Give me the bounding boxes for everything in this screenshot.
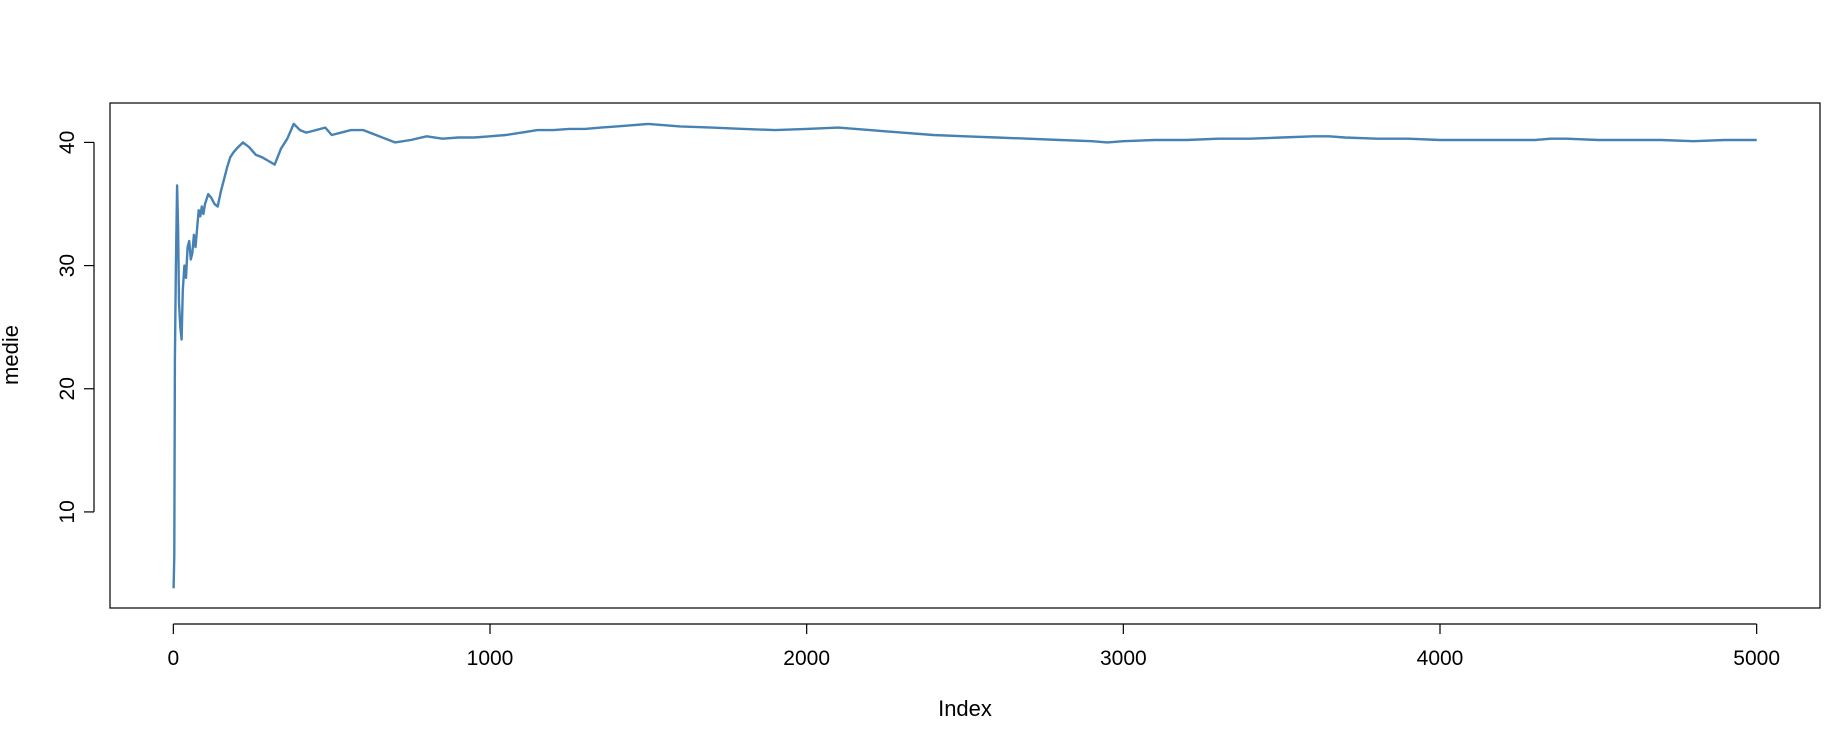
plot-frame: [109, 102, 1821, 609]
x-tick-label: 4000: [1417, 647, 1464, 670]
y-tick-label: 40: [56, 131, 79, 154]
y-tick-label: 10: [56, 500, 79, 523]
y-axis: 10 20 30 40: [56, 131, 95, 524]
x-tick-label: 1000: [467, 647, 514, 670]
y-tick-label: 30: [56, 254, 79, 277]
x-axis: 0 1000 2000 3000 4000 5000: [167, 623, 1780, 670]
x-tick-label: 0: [167, 647, 179, 670]
x-tick-label: 2000: [783, 647, 830, 670]
series-line-medie: [172, 122, 1757, 589]
x-tick-label: 3000: [1100, 647, 1147, 670]
y-tick-label: 20: [56, 377, 79, 400]
x-tick-label: 5000: [1733, 647, 1780, 670]
x-axis-label: Index: [938, 696, 992, 721]
y-axis-label: medie: [0, 325, 23, 385]
